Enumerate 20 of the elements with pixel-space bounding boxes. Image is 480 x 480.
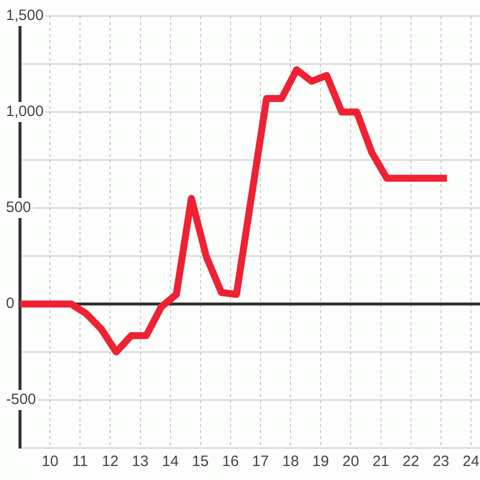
x-tick-label: 17 — [252, 453, 269, 470]
x-tick-label: 19 — [312, 453, 329, 470]
x-tick-label: 10 — [42, 453, 58, 470]
x-tick-label: 11 — [72, 453, 88, 470]
y-tick-label: 500 — [6, 199, 32, 216]
x-tick-label: 13 — [132, 453, 149, 470]
x-tick-label: 21 — [372, 453, 390, 470]
y-tick-label: 1,000 — [6, 103, 44, 120]
y-tick-label: -500 — [6, 391, 36, 408]
x-tick-label: 20 — [342, 453, 360, 470]
x-tick-label: 23 — [432, 453, 450, 470]
x-tick-label: 22 — [402, 453, 420, 470]
x-tick-label: 14 — [162, 453, 179, 470]
x-tick-label: 24 — [462, 453, 480, 470]
y-tick-label: 0 — [6, 295, 14, 312]
x-tick-label: 12 — [102, 453, 119, 470]
y-tick-label: 1,500 — [6, 7, 44, 24]
x-tick-label: 15 — [192, 453, 209, 470]
x-tick-label: 18 — [282, 453, 299, 470]
x-tick-label: 16 — [222, 453, 239, 470]
